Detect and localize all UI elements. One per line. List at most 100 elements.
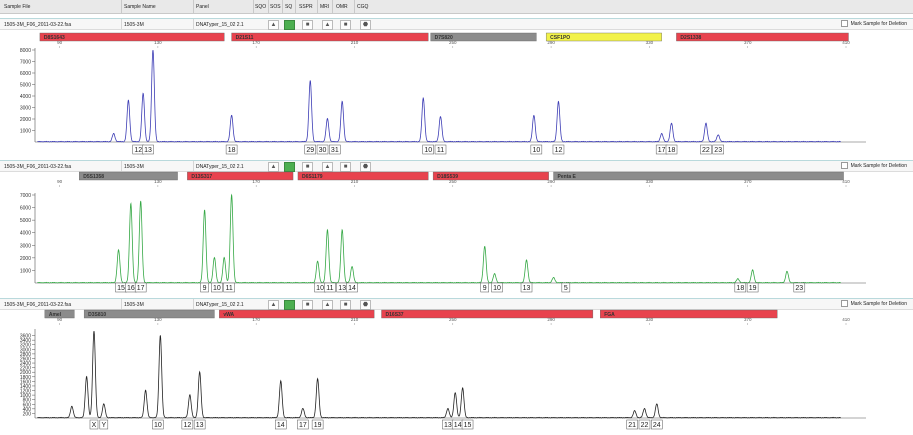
marker-bar [44,309,75,319]
marker-label: vWA [223,312,234,318]
x-tick-label: 370 [744,317,752,322]
warning-triangle-icon[interactable]: ▲ [268,300,279,310]
x-tick-label: 210 [351,317,359,322]
allele-call-label: 18 [668,147,676,154]
warning-triangle-icon[interactable]: ▲ [322,20,333,30]
marker-bar [381,309,594,319]
marker-bar [219,309,375,319]
marker-bar [79,171,178,181]
allele-call-box [324,282,336,293]
allele-call-label: 17 [658,147,666,154]
warning-triangle-icon[interactable]: ▲ [268,162,279,172]
allele-call-label: 31 [331,147,339,154]
allele-call-label: 13 [196,422,204,429]
allele-call-box [304,144,316,155]
allele-call-label: 18 [736,285,744,292]
octagon-icon[interactable]: ⬣ [360,300,371,310]
panel-1-info-row[interactable]: 1505-3M_F06_2011-03-22.fsa 1505-3M DNATy… [0,18,913,30]
y-tick-label: 800 [23,398,32,404]
col-mri[interactable]: MRI [320,4,330,10]
marker-label: D8S1643 [44,35,65,41]
marker-bar [83,309,215,319]
allele-call-label: 22 [702,147,710,154]
allele-call-box [712,144,724,155]
octagon-icon[interactable]: ⬣ [360,20,371,30]
col-omr[interactable]: OMR [336,4,348,10]
warning-triangle-icon[interactable]: ▲ [322,162,333,172]
marker-bar [187,171,294,181]
warning-triangle-icon[interactable]: ▲ [268,20,279,30]
mark-for-deletion[interactable]: Mark Sample for Deletion [840,162,907,169]
marker-label: D3S810 [88,312,106,318]
x-tick-label: 290 [547,317,555,322]
allele-call-box [223,282,235,293]
col-sqo[interactable]: SQO [255,4,267,10]
checkbox-icon[interactable] [840,20,848,27]
x-tick-label: 370 [744,40,752,45]
allele-call-label: 24 [653,422,661,429]
sample-file: 1505-3M_F06_2011-03-22.fsa [4,302,72,308]
y-tick-label: 4000 [20,94,31,100]
mark-for-deletion[interactable]: Mark Sample for Deletion [840,300,907,307]
panel-3-info-row[interactable]: 1505-3M_F06_2011-03-22.fsa 1505-3M DNATy… [0,298,913,310]
y-tick-label: 2200 [20,366,31,372]
y-tick-label: 1000 [20,268,31,274]
allele-call-label: 9 [483,285,487,292]
allele-call-label: 12 [183,422,191,429]
sample-name: 1505-3M [124,302,144,308]
gray-square-icon[interactable]: ■ [302,300,313,310]
mark-for-deletion[interactable]: Mark Sample for Deletion [840,20,907,27]
allele-call-label: 29 [306,147,314,154]
ok-status-icon[interactable] [284,20,295,30]
y-tick-label: 1600 [20,379,31,385]
marker-bar [297,171,429,181]
col-sample-file[interactable]: Sample File [4,4,31,10]
allele-call-box [626,419,638,430]
x-tick-label: 250 [449,317,457,322]
y-tick-label: 7000 [20,193,31,199]
gray-square-icon[interactable]: ■ [340,162,351,172]
checkbox-icon[interactable] [840,300,848,307]
trace-line [37,193,841,284]
panel-2-info-row[interactable]: 1505-3M_F06_2011-03-22.fsa 1505-3M DNATy… [0,160,913,172]
sample-file: 1505-3M_F06_2011-03-22.fsa [4,164,72,170]
allele-call-label: Y [101,422,106,429]
octagon-icon[interactable]: ⬣ [360,162,371,172]
col-sos[interactable]: SOS [270,4,281,10]
marker-bar [231,32,429,42]
allele-call-label: 14 [277,422,285,429]
x-tick-label: 90 [57,317,63,322]
ok-status-icon[interactable] [284,162,295,172]
col-panel[interactable]: Panel [196,4,209,10]
allele-call-box [200,282,209,293]
x-tick-label: 290 [547,40,555,45]
allele-call-box [520,282,533,293]
column-header-bar: Sample File Sample Name Panel SQO SOS SQ… [0,0,913,14]
checkbox-icon[interactable] [840,162,848,169]
allele-call-label: 22 [641,422,649,429]
allele-call-label: 12 [134,147,142,154]
y-tick-label: 2000 [20,256,31,262]
y-tick-label: 6000 [20,206,31,212]
allele-call-box [461,419,474,430]
allele-call-box [651,419,663,430]
gray-square-icon[interactable]: ■ [340,300,351,310]
y-tick-label: 3600 [20,334,31,340]
col-sample-name[interactable]: Sample Name [124,4,156,10]
marker-bar [39,32,225,42]
ok-status-icon[interactable] [284,300,295,310]
allele-call-box [422,144,434,155]
y-tick-label: 3000 [20,106,31,112]
allele-call-label: 23 [714,147,722,154]
col-sspr[interactable]: SSPR [299,4,313,10]
allele-call-box [134,282,147,293]
x-tick-label: 90 [57,179,63,184]
gray-square-icon[interactable]: ■ [340,20,351,30]
allele-call-label: 17 [137,285,145,292]
col-sq[interactable]: SQ [285,4,293,10]
warning-triangle-icon[interactable]: ▲ [322,300,333,310]
col-cgq[interactable]: CGQ [357,4,369,10]
gray-square-icon[interactable]: ■ [302,20,313,30]
gray-square-icon[interactable]: ■ [302,162,313,172]
y-tick-label: 1800 [20,375,31,381]
